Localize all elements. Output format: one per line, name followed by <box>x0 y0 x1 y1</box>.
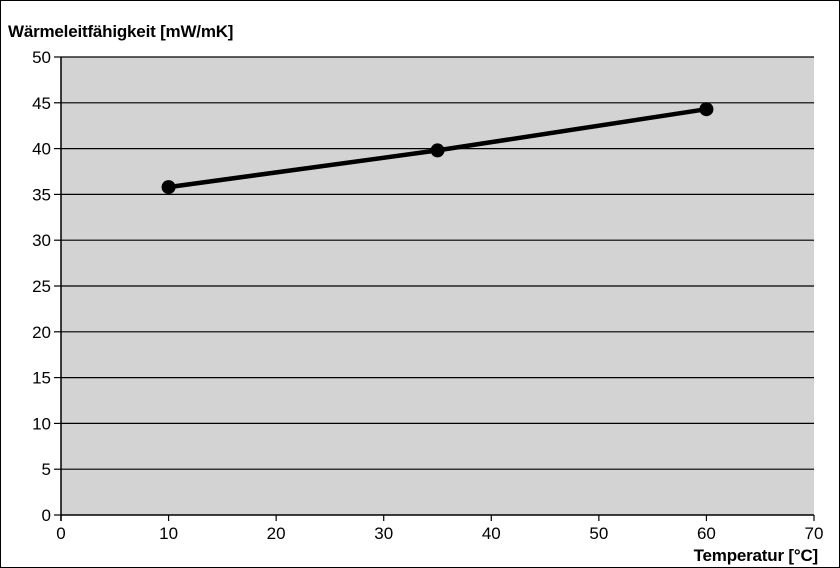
y-tick-label: 40 <box>32 140 51 159</box>
x-axis-title: Temperatur [°C] <box>693 546 819 565</box>
y-tick-label: 0 <box>42 506 51 525</box>
y-tick-label: 25 <box>32 277 51 296</box>
y-tick-label: 20 <box>32 323 51 342</box>
data-point <box>699 102 714 117</box>
x-tick-label: 50 <box>589 524 608 543</box>
x-tick-label: 60 <box>697 524 716 543</box>
y-tick-label: 30 <box>32 231 51 250</box>
y-tick-label: 35 <box>32 185 51 204</box>
y-axis-title: Wärmeleitfähigkeit [mW/mK] <box>8 22 234 41</box>
y-tick-label: 50 <box>32 48 51 67</box>
data-point <box>161 180 176 195</box>
x-tick-label: 40 <box>482 524 501 543</box>
x-tick-label: 30 <box>374 524 393 543</box>
y-tick-label: 15 <box>32 369 51 388</box>
x-tick-label: 0 <box>56 524 65 543</box>
x-tick-label: 20 <box>267 524 286 543</box>
y-tick-label: 5 <box>42 460 51 479</box>
data-point <box>430 143 445 158</box>
y-tick-label: 10 <box>32 414 51 433</box>
x-tick-label: 10 <box>159 524 178 543</box>
x-tick-label: 70 <box>805 524 824 543</box>
y-tick-label: 45 <box>32 94 51 113</box>
